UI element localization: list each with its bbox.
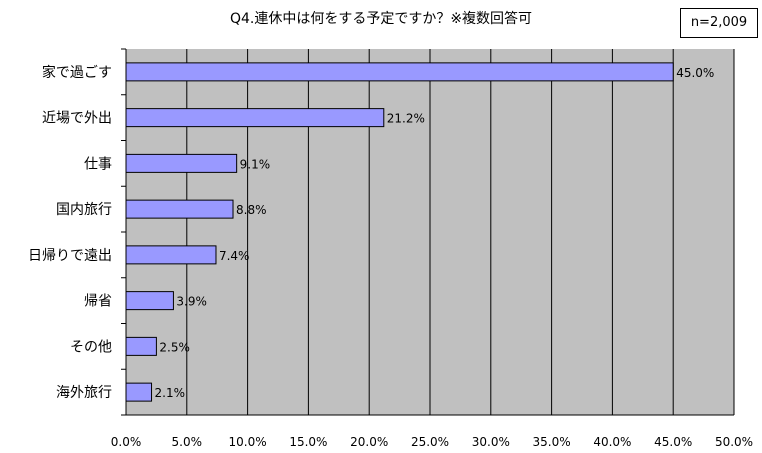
bar [125,382,153,402]
data-label: 2.1% [155,386,186,400]
category-label: 国内旅行 [56,202,112,218]
x-tick-label: 10.0% [229,435,267,449]
category-label: 仕事 [84,156,112,172]
x-tick-label: 45.0% [654,435,692,449]
data-label: 21.2% [387,112,425,126]
data-label: 7.4% [219,249,250,263]
x-tick-label: 30.0% [472,435,510,449]
category-label: 近場で外出 [42,111,112,127]
x-tick-label: 20.0% [350,435,388,449]
category-label: その他 [70,339,112,355]
x-tick-label: 35.0% [533,435,571,449]
bar [125,108,385,128]
chart-title: Q4.連休中は何をする予定ですか？※複数回答可 [229,11,533,27]
data-label: 3.9% [176,295,207,309]
bar [125,336,157,356]
data-label: 9.1% [240,157,271,171]
x-tick-label: 25.0% [411,435,449,449]
category-label: 日帰りで遠出 [28,247,112,264]
x-tick-label: 5.0% [172,435,203,449]
bar [125,62,674,82]
x-tick-label: 50.0% [715,435,753,449]
data-label: 2.5% [159,340,190,354]
data-label: 45.0% [676,66,714,80]
category-label: 帰省 [84,293,112,310]
category-label: 家で過ごす [42,64,112,81]
bar [125,291,174,311]
bar [125,245,217,265]
sample-size-badge: n=2,009 [680,8,758,38]
x-tick-label: 0.0% [111,435,142,449]
x-tick-label: 40.0% [593,435,631,449]
bar [125,153,238,173]
x-tick-label: 15.0% [289,435,327,449]
category-label: 海外旅行 [56,385,112,401]
bar [125,199,234,219]
data-label: 8.8% [236,203,267,217]
